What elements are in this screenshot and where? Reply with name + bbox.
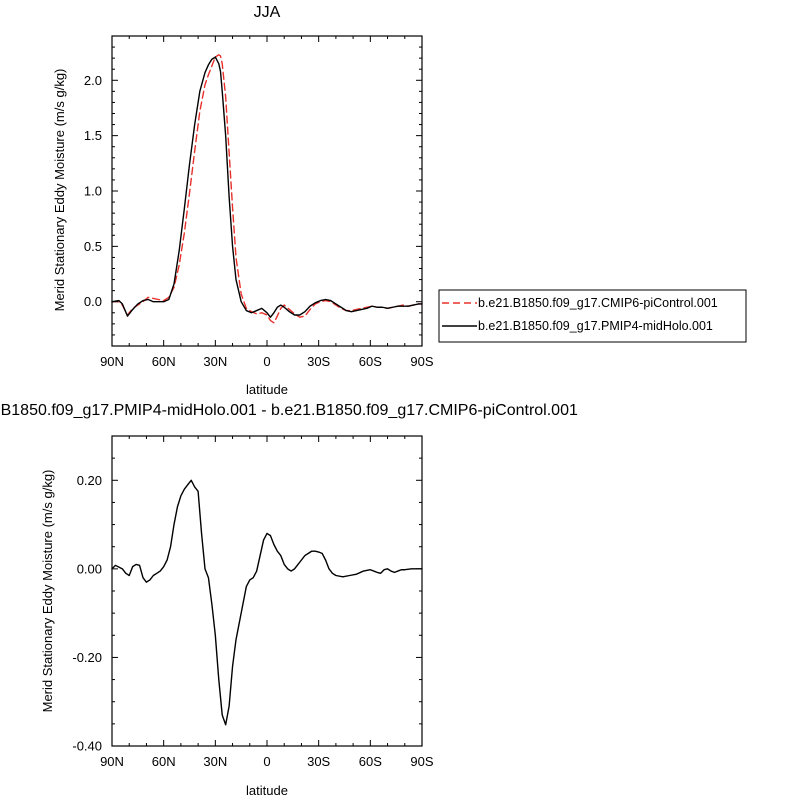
- top-x-tick-label: 60N: [152, 354, 176, 369]
- bottom-panel: b.e21.B1850.f09_g17.PMIP4-midHolo.001 - …: [0, 402, 578, 798]
- top-x-tick-label: 90N: [100, 354, 124, 369]
- bottom-x-tick-label: 0: [263, 754, 270, 769]
- top-y-axis-label: Merid Stationary Eddy Moisture (m/s g/kg…: [52, 69, 67, 312]
- top-series-line-1: [111, 56, 423, 318]
- bottom-y-tick-label: -0.40: [72, 739, 102, 754]
- top-x-tick-label: 30S: [307, 354, 330, 369]
- bottom-x-tick-label: 30S: [307, 754, 330, 769]
- bottom-x-tick-label: 30N: [203, 754, 227, 769]
- legend-entry-midholo: b.e21.B1850.f09_g17.PMIP4-midHolo.001: [478, 319, 713, 333]
- top-series-line-0: [111, 54, 423, 324]
- bottom-y-tick-label: 0.20: [77, 473, 102, 488]
- bottom-chart-title: b.e21.B1850.f09_g17.PMIP4-midHolo.001 - …: [0, 402, 578, 419]
- top-panel: JJA 90N 60N 30N 0 30S 60S 90S 0.0 0.5 1.0 1.5 2.0 l…: [52, 4, 747, 397]
- bottom-x-tick-label: 90S: [410, 754, 433, 769]
- bottom-y-tick-label: 0.00: [77, 561, 102, 576]
- top-x-tick-label: 60S: [359, 354, 382, 369]
- bottom-x-axis-label: latitude: [246, 783, 288, 798]
- bottom-x-tick-label: 90N: [100, 754, 124, 769]
- top-x-tick-label: 30N: [203, 354, 227, 369]
- top-x-tick-label: 0: [263, 354, 270, 369]
- bottom-plot-frame: [111, 435, 423, 747]
- top-y-tick-label: 1.5: [84, 128, 102, 143]
- legend: b.e21.B1850.f09_g17.CMIP6-piControl.001 …: [438, 289, 747, 343]
- top-chart-title: JJA: [254, 4, 281, 21]
- top-y-tick-label: 1.0: [84, 184, 102, 199]
- legend-box: [438, 289, 747, 343]
- top-x-axis-label: latitude: [246, 382, 288, 397]
- bottom-x-tick-label: 60S: [359, 754, 382, 769]
- top-y-tick-label: 2.0: [84, 73, 102, 88]
- bottom-y-axis-label: Merid Stationary Eddy Moisture (m/s g/kg…: [40, 470, 55, 713]
- top-x-tick-label: 90S: [410, 354, 433, 369]
- top-y-tick-label: 0.0: [84, 294, 102, 309]
- bottom-plot-area: 90N 60N 30N 0 30S 60S 90S -0.40 -0.20 0.00 0.20: [72, 435, 434, 769]
- bottom-x-tick-label: 60N: [152, 754, 176, 769]
- top-plot-area: 90N 60N 30N 0 30S 60S 90S 0.0 0.5 1.0 1.5 2.0: [84, 35, 434, 369]
- bottom-y-tick-label: -0.20: [72, 650, 102, 665]
- legend-entry-picontrol: b.e21.B1850.f09_g17.CMIP6-piControl.001: [478, 296, 718, 310]
- bottom-series-line-0: [111, 479, 423, 726]
- top-y-tick-label: 0.5: [84, 239, 102, 254]
